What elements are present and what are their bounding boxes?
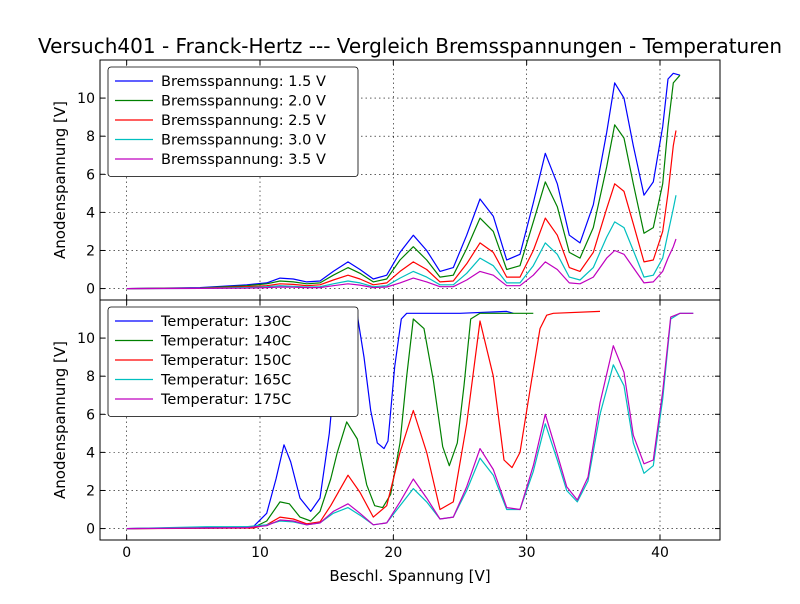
top-legend-label: Bremsspannung: 3.0 V xyxy=(161,133,326,149)
bottom-series-line-3 xyxy=(126,310,601,530)
bottom-series-line-2 xyxy=(126,312,534,530)
bottom-legend-box xyxy=(107,306,359,417)
top-series-line-5 xyxy=(126,238,677,290)
bottom-axes-frame xyxy=(99,299,721,541)
bottom-y-tick-label: 4 xyxy=(86,445,95,461)
bottom-legend-label: Temperatur: 150C xyxy=(160,353,291,369)
bottom-legend-label: Temperatur: 165C xyxy=(160,373,291,389)
bottom-y-tick-label: 0 xyxy=(86,522,95,538)
chart-title: Versuch401 - Franck-Hertz --- Vergleich … xyxy=(38,34,782,58)
bottom-x-tick-label: 10 xyxy=(251,545,269,561)
bottom-y-tick-label: 2 xyxy=(86,483,95,499)
top-legend: Bremsspannung: 1.5 V Bremsspannung: 2.0 V… xyxy=(107,66,359,177)
bottom-y-tick-label: 10 xyxy=(77,331,95,347)
bottom-legend-label: Temperatur: 130C xyxy=(160,314,291,330)
bottom-x-tick-label: 20 xyxy=(384,545,402,561)
top-panel: 0 2 4 6 8 10 Anodenspannung [V] Bremsspannung: … xyxy=(51,59,721,301)
top-y-tick-label: 4 xyxy=(86,205,95,221)
bottom-y-tick-label: 6 xyxy=(86,407,95,423)
bottom-legend: Temperatur: 130C Temperatur: 140C Temperat… xyxy=(107,306,359,417)
bottom-series-line-5 xyxy=(126,312,694,530)
bottom-legend-label: Temperatur: 140C xyxy=(160,334,291,350)
top-legend-label: Bremsspannung: 3.5 V xyxy=(161,152,326,168)
top-legend-label: Bremsspannung: 2.0 V xyxy=(161,94,326,110)
top-y-tick-label: 10 xyxy=(77,91,95,107)
bottom-x-tick-label: 40 xyxy=(651,545,669,561)
top-y-axis-label: Anodenspannung [V] xyxy=(51,101,69,259)
top-series-line-1 xyxy=(126,72,681,290)
top-y-tick-label: 0 xyxy=(86,282,95,298)
bottom-x-tick-label: 0 xyxy=(122,545,131,561)
top-legend-label: Bremsspannung: 1.5 V xyxy=(161,74,326,90)
bottom-panel: 0 10 20 30 40 0 2 4 6 8 10 Anodenspannung [V] Temper… xyxy=(51,299,721,561)
top-y-tick-label: 8 xyxy=(86,129,95,145)
x-axis-label: Beschl. Spannung [V] xyxy=(329,567,490,585)
bottom-y-axis-label: Anodenspannung [V] xyxy=(51,341,69,499)
bottom-legend-label: Temperatur: 175C xyxy=(160,392,291,408)
top-y-tick-label: 6 xyxy=(86,167,95,183)
top-series-line-3 xyxy=(126,130,677,290)
bottom-y-tick-label: 8 xyxy=(86,369,95,385)
top-series-line-2 xyxy=(126,74,681,290)
bottom-x-tick-label: 30 xyxy=(518,545,536,561)
top-legend-label: Bremsspannung: 2.5 V xyxy=(161,113,326,129)
top-y-tick-label: 2 xyxy=(86,243,95,259)
top-legend-box xyxy=(107,66,359,177)
top-series-line-4 xyxy=(126,195,677,290)
